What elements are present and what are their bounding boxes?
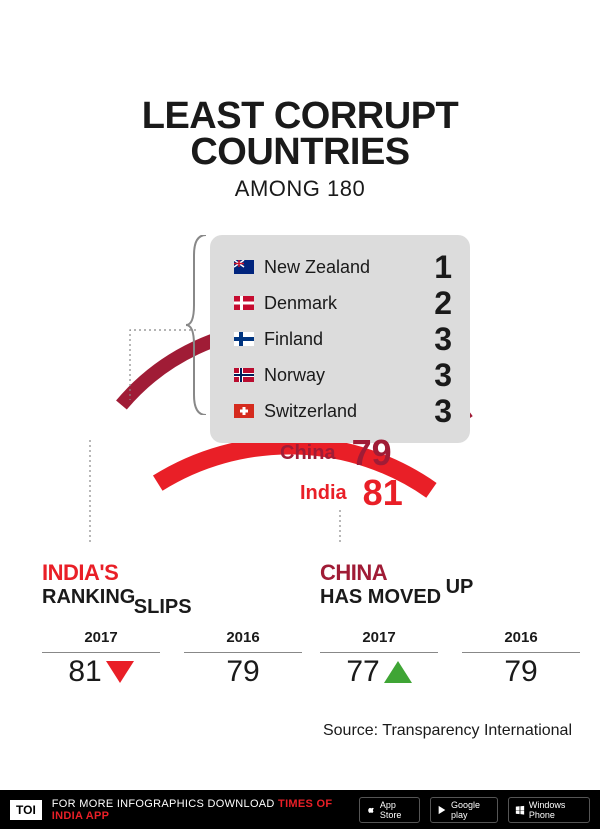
year-value: 81 [42, 655, 160, 689]
subtitle: AMONG 180 [0, 176, 600, 202]
ranking-row: New Zealand 1 [234, 249, 452, 285]
year-block-2017: 2017 81 [42, 629, 160, 689]
appstore-badge[interactable]: App Store [359, 797, 420, 823]
year-label: 2017 [42, 629, 160, 653]
country-rank: 3 [434, 321, 452, 358]
section-sub-up: UP [446, 576, 474, 598]
year-value: 77 [320, 655, 438, 689]
windows-icon [515, 804, 525, 816]
year-label: 2016 [184, 629, 302, 653]
outlier-label: China [280, 442, 336, 465]
ranking-panel: New Zealand1Denmark2Finland3Norway3Switz… [210, 235, 470, 443]
source-text: Source: Transparency International [323, 722, 572, 740]
ranking-row: Denmark 2 [234, 285, 452, 321]
section-sub: RANKING [42, 586, 135, 609]
year-block-2017: 2017 77 [320, 629, 438, 689]
year-row: 2017 81 2016 79 [42, 629, 302, 689]
year-value: 79 [184, 655, 302, 689]
brace-icon [186, 235, 210, 415]
year-block-2016: 2016 79 [462, 629, 580, 689]
country-rank: 2 [434, 285, 452, 322]
year-block-2016: 2016 79 [184, 629, 302, 689]
country-name: Norway [264, 365, 325, 386]
country-rank: 1 [434, 249, 452, 286]
flag-icon [234, 332, 254, 346]
title-line2: COUNTRIES [0, 134, 600, 170]
china-section: CHINA HAS MOVED UP 2017 77 2016 79 [320, 560, 580, 689]
arrow-up-icon [384, 661, 412, 683]
windows-badge[interactable]: Windows Phone [508, 797, 590, 823]
footer-text: FOR MORE INFOGRAPHICS DOWNLOAD TIMES OF … [52, 798, 339, 822]
outlier-label: India [300, 482, 347, 505]
play-icon [437, 804, 447, 816]
section-sub-slips: SLIPS [134, 596, 192, 619]
year-row: 2017 77 2016 79 [320, 629, 580, 689]
toi-badge: TOI [10, 800, 42, 820]
outlier-rank: 81 [363, 472, 403, 514]
title-block: LEAST CORRUPT COUNTRIES AMONG 180 [0, 98, 600, 202]
flag-icon [234, 296, 254, 310]
section-sub: HAS MOVED [320, 586, 441, 609]
country-name: New Zealand [264, 257, 370, 278]
googleplay-badge[interactable]: Google play [430, 797, 498, 823]
flag-icon [234, 260, 254, 274]
outlier-china: China 79 [280, 432, 392, 474]
section-title: INDIA'S [42, 560, 302, 586]
flag-icon [234, 368, 254, 382]
apple-icon [366, 804, 376, 816]
title-line1: LEAST CORRUPT [0, 98, 600, 134]
outlier-india: India 81 [300, 472, 403, 514]
country-name: Finland [264, 329, 323, 350]
year-label: 2017 [320, 629, 438, 653]
ranking-row: Finland 3 [234, 321, 452, 357]
arrow-down-icon [106, 661, 134, 683]
country-rank: 3 [434, 357, 452, 394]
year-label: 2016 [462, 629, 580, 653]
year-value: 79 [462, 655, 580, 689]
infographic-canvas: LEAST CORRUPT COUNTRIES AMONG 180 New Ze… [0, 0, 600, 790]
footer-bar: TOI FOR MORE INFOGRAPHICS DOWNLOAD TIMES… [0, 790, 600, 829]
outlier-rank: 79 [352, 432, 392, 474]
ranking-row: Norway 3 [234, 357, 452, 393]
india-section: INDIA'S RANKING SLIPS 2017 81 2016 79 [42, 560, 302, 689]
country-rank: 3 [434, 393, 452, 430]
country-name: Denmark [264, 293, 337, 314]
country-name: Switzerland [264, 401, 357, 422]
flag-icon [234, 404, 254, 418]
ranking-row: Switzerland 3 [234, 393, 452, 429]
